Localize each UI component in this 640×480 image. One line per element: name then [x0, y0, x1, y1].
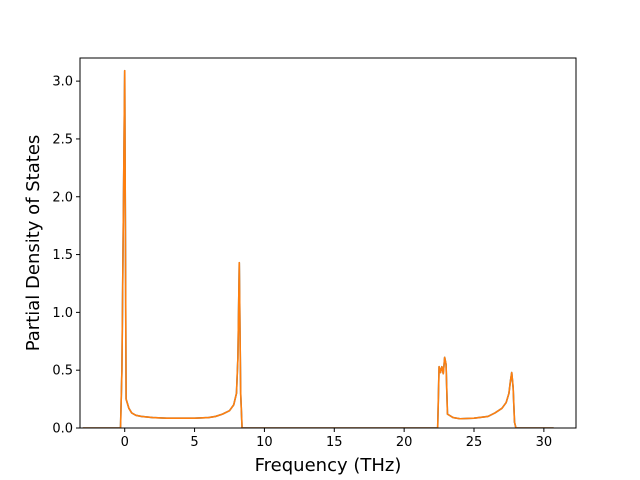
x-tick-label: 10 — [256, 435, 273, 450]
ticks-layer: 0 5 10 15 20 25 30 0.0 0.5 1.0 1.5 2.0 2.5 3.0 — [52, 75, 552, 450]
y-tick-label: 3.0 — [52, 75, 73, 90]
y-tick-label: 1.0 — [52, 306, 73, 321]
x-tick-label: 20 — [396, 435, 413, 450]
x-tick-label: 5 — [190, 435, 198, 450]
series-layer — [82, 69, 554, 428]
x-axis-label: Frequency (THz) — [255, 455, 402, 476]
y-axis-label: Partial Density of States — [23, 135, 44, 352]
y-tick-label: 0.5 — [52, 364, 73, 379]
x-tick-label: 25 — [466, 435, 483, 450]
x-tick-label: 0 — [121, 435, 129, 450]
x-tick-label: 15 — [326, 435, 343, 450]
y-tick-label: 2.0 — [52, 190, 73, 205]
plot-frame — [79, 57, 577, 429]
x-tick-label: 30 — [536, 435, 553, 450]
y-tick-label: 2.5 — [52, 132, 73, 147]
y-tick-label: 0.0 — [52, 422, 73, 437]
series-line-2 — [82, 69, 554, 428]
y-tick-label: 1.5 — [52, 248, 73, 263]
